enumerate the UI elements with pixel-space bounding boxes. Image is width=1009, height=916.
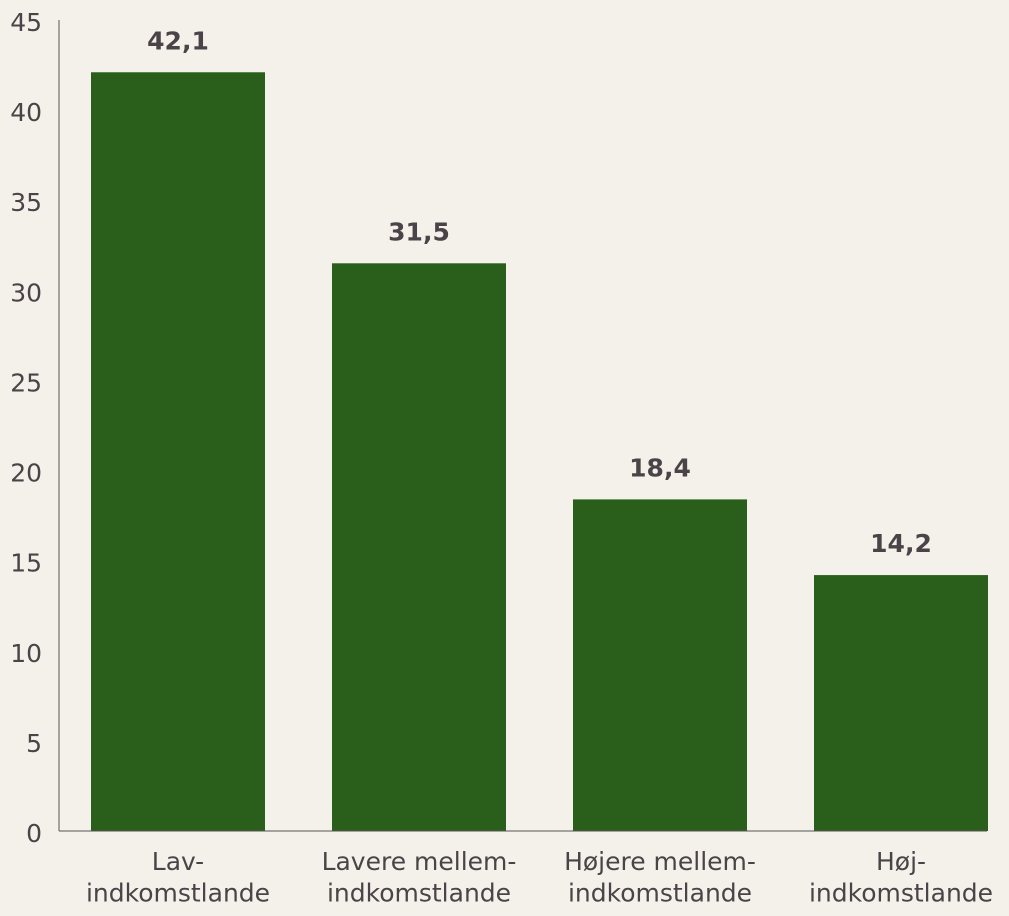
value-label: 14,2 [870,529,932,558]
value-label: 31,5 [388,217,450,246]
y-tick-label: 10 [10,639,42,668]
y-tick-label: 40 [10,98,42,127]
x-tick-label: Høj-indkomstlande [809,847,993,907]
value-label: 18,4 [629,453,691,482]
y-tick-label: 5 [26,729,42,758]
y-tick-label: 0 [26,819,42,848]
y-tick-label: 15 [10,549,42,578]
bar [573,499,747,831]
x-tick-label: Lav-indkomstlande [86,847,270,907]
bar [91,72,265,831]
value-label: 42,1 [147,26,209,55]
x-tick-label: Højere mellem-indkomstlande [564,847,756,907]
y-tick-label: 35 [10,188,42,217]
y-tick-label: 45 [10,8,42,37]
y-tick-label: 30 [10,278,42,307]
x-tick-label: Lavere mellem-indkomstlande [322,847,517,907]
y-tick-label: 25 [10,368,42,397]
y-tick-label: 20 [10,459,42,488]
bar [332,263,506,831]
bar [814,575,988,831]
